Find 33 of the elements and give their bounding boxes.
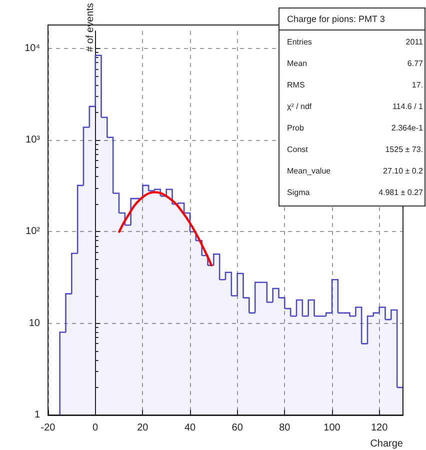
annotation: 4.981 ± 0.27 [378, 188, 424, 197]
y-tick-label: 10² [26, 226, 41, 238]
annotation: Const [287, 145, 309, 154]
annotation: 114.6 / 1 [392, 102, 424, 111]
x-axis-title: Charge [370, 438, 404, 450]
annotation: RMS [287, 80, 305, 90]
annotation: Sigma [287, 188, 310, 197]
text: 6.77 [407, 59, 424, 68]
text: 2011 [406, 38, 424, 46]
x-tick-label: 120 [370, 422, 388, 434]
x-tick-label: 60 [232, 422, 244, 434]
text: 17. [412, 80, 423, 90]
annotation: Mean [287, 59, 308, 68]
text: Charge for pions: PMT 3 [287, 14, 385, 24]
y-tick-label: 10⁴ [24, 42, 40, 54]
annotation: 1525 ± 73. [385, 145, 423, 154]
annotation: Entries [287, 38, 312, 46]
line-series [118, 191, 213, 266]
annotation: 2.364e-1 [391, 124, 424, 132]
annotation: Mean_value [287, 166, 332, 176]
x-tick-label: 40 [184, 422, 196, 434]
y-tick-label: 10 [28, 318, 40, 329]
y-tick-label: 10³ [26, 134, 41, 146]
x-tick-label: 100 [324, 422, 341, 434]
x-tick-label: 0 [92, 422, 99, 434]
y-tick-label: 1 [34, 410, 40, 420]
x-tick-label: -20 [40, 422, 56, 434]
annotation: χ² / ndf [287, 102, 312, 111]
x-tick-label: 80 [279, 422, 291, 434]
annotation: 27.10 ± 0.2 [383, 166, 424, 176]
x-tick-label: 20 [137, 422, 149, 434]
y-axis-title: # of events [84, 3, 96, 52]
annotation: Prob [287, 124, 304, 132]
